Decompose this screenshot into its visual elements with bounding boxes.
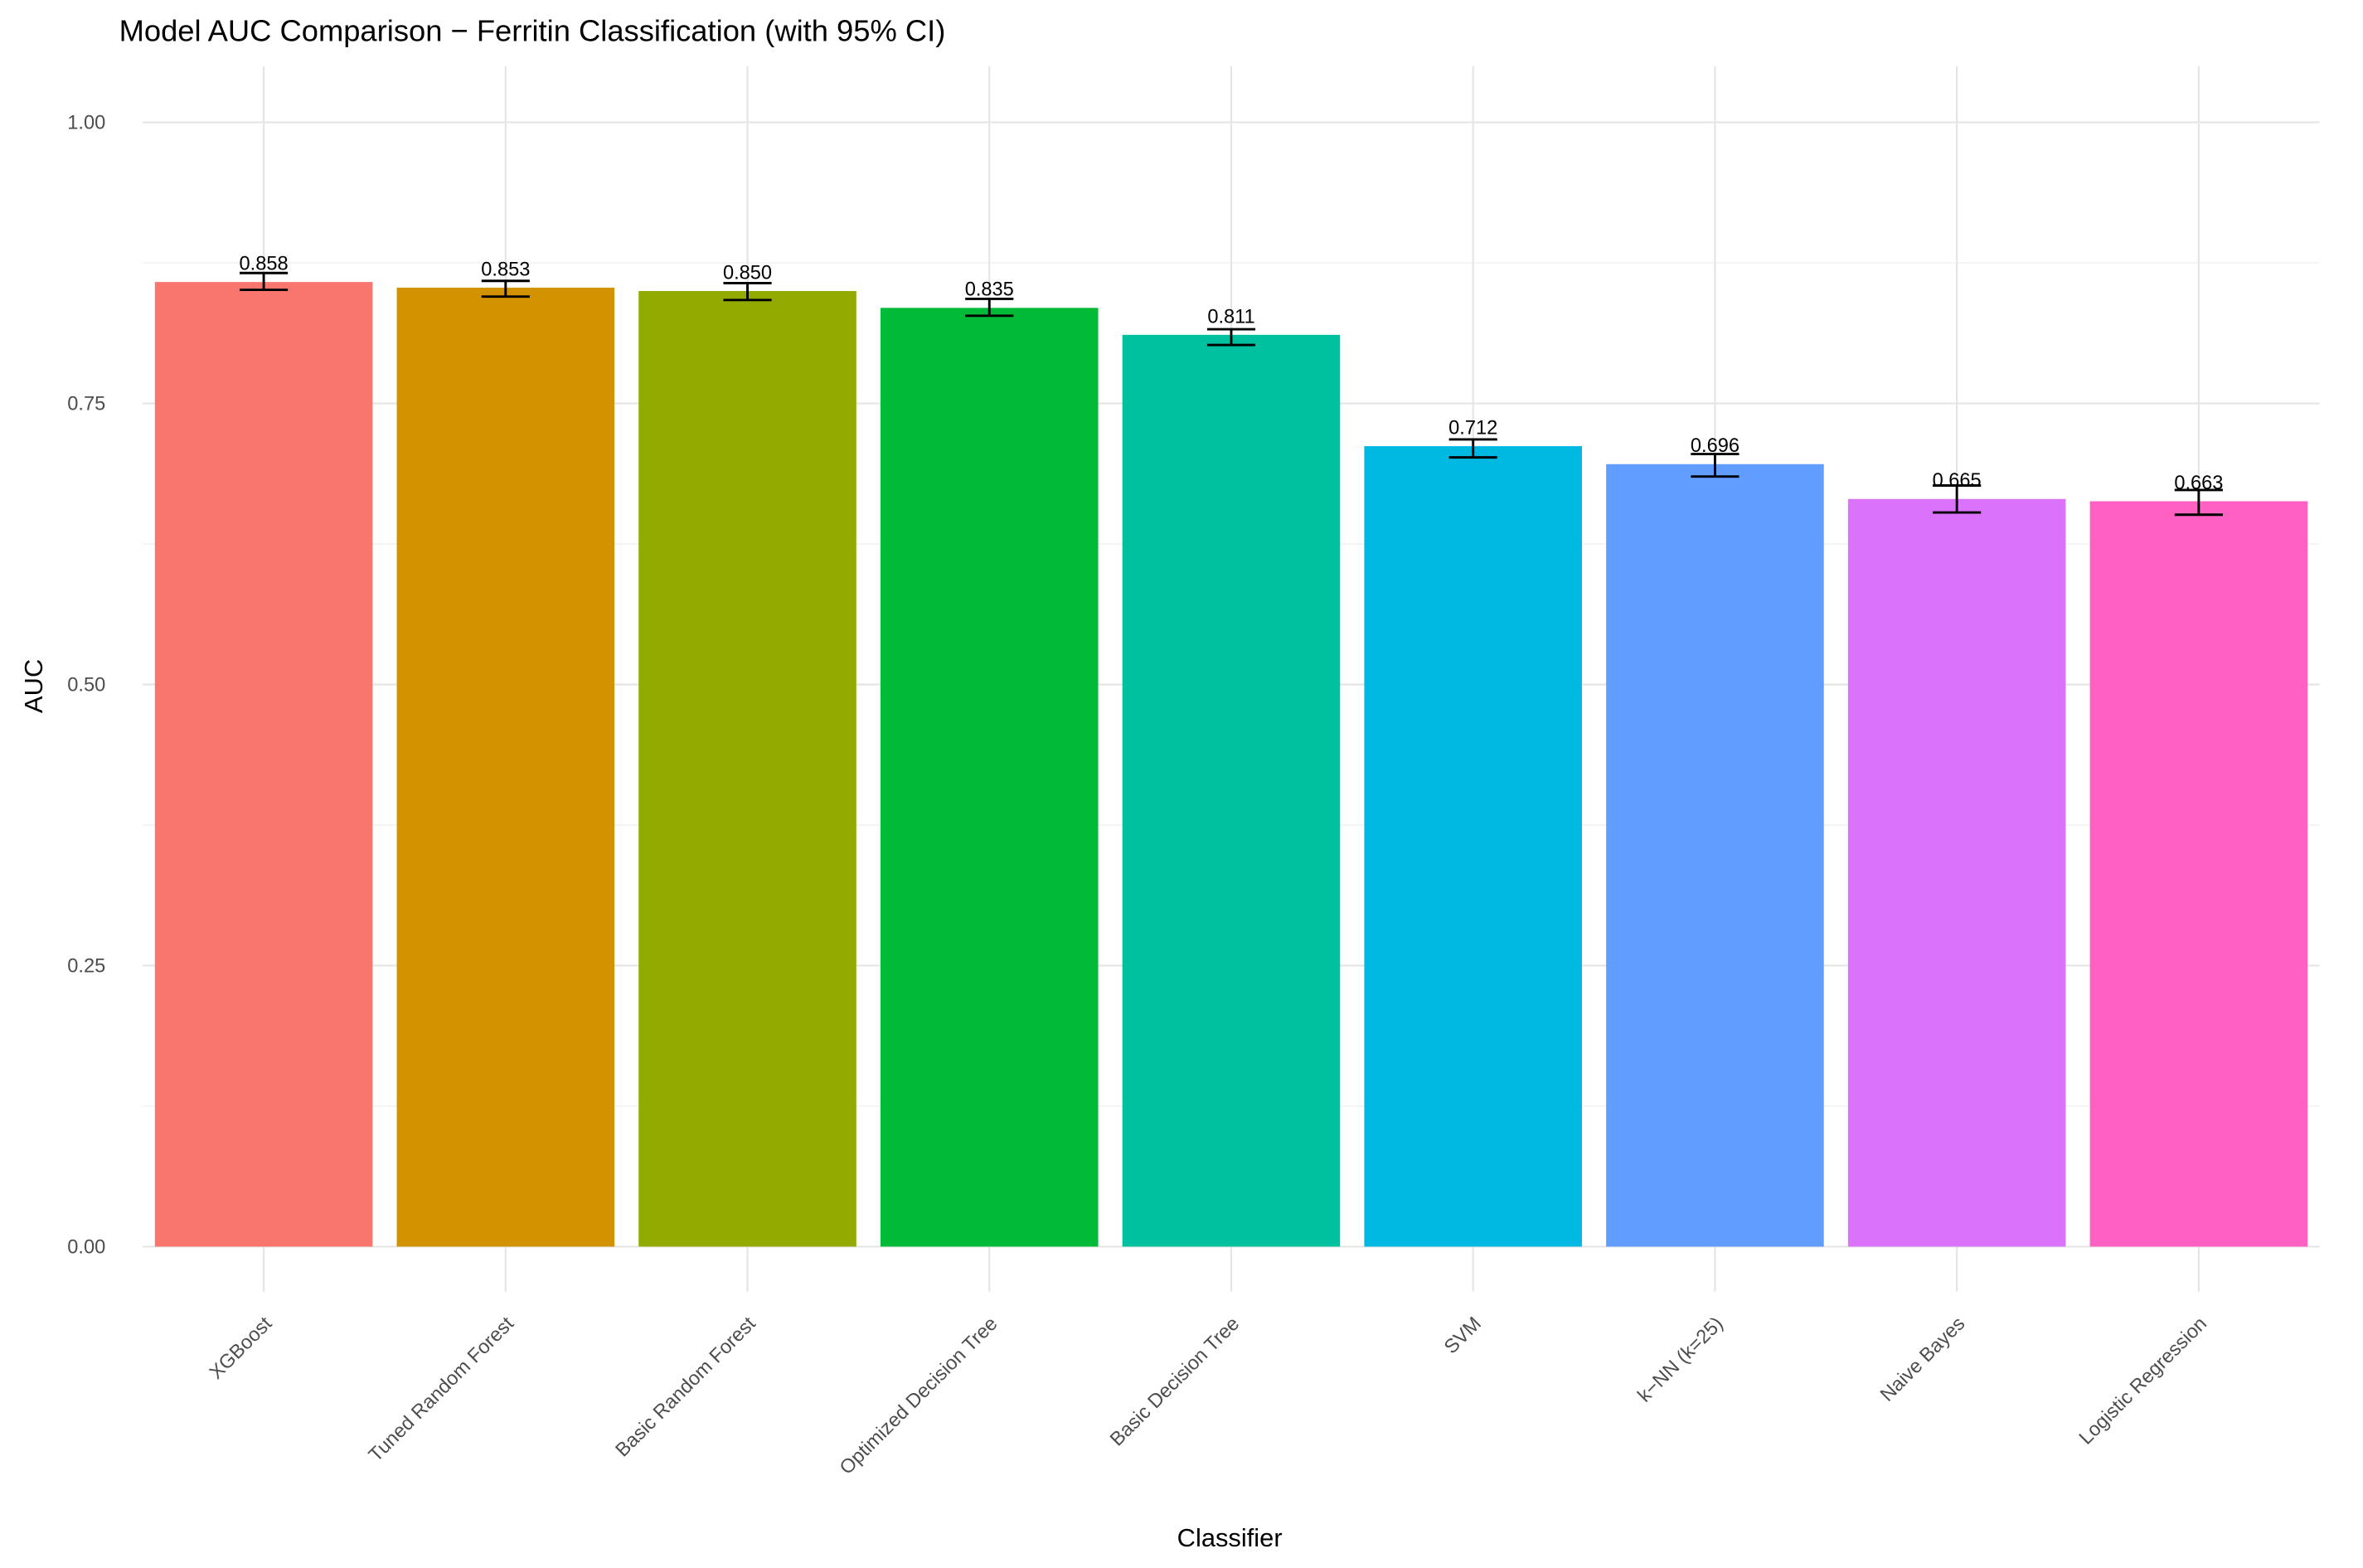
value-label: 0.665 — [1933, 470, 1982, 492]
error-bar — [1448, 438, 1497, 459]
y-tick-label: 0.50 — [67, 675, 105, 697]
x-tick-label: Tuned Random Forest — [365, 1313, 518, 1466]
value-label: 0.858 — [240, 254, 289, 275]
value-label: 0.835 — [965, 279, 1014, 301]
value-label: 0.853 — [481, 259, 530, 280]
y-tick-label: 0.75 — [67, 394, 105, 415]
error-bar — [1691, 453, 1739, 478]
x-tick-label: Logistic Regression — [2075, 1313, 2211, 1449]
x-tick-label: k−NN (k=25) — [1634, 1313, 1728, 1407]
y-tick-label: 0.00 — [67, 1237, 105, 1259]
bar — [638, 290, 856, 1247]
y-axis-title: AUC — [19, 659, 48, 713]
value-label: 0.696 — [1691, 435, 1739, 457]
y-tick-label: 0.25 — [67, 956, 105, 978]
value-label: 0.850 — [723, 262, 772, 284]
y-tick-label: 1.00 — [67, 113, 105, 134]
x-tick-label: SVM — [1440, 1313, 1486, 1359]
x-axis-title: Classifier — [1177, 1523, 1283, 1552]
error-bar — [723, 282, 772, 302]
x-tick-label: Naive Bayes — [1876, 1313, 1969, 1406]
value-label: 0.663 — [2174, 473, 2223, 494]
chart-title: Model AUC Comparison − Ferritin Classifi… — [119, 13, 946, 47]
x-tick-label: XGBoost — [206, 1313, 277, 1384]
value-label: 0.811 — [1207, 306, 1254, 328]
bar — [1847, 498, 2066, 1247]
x-tick-label: Optimized Decision Tree — [836, 1313, 1002, 1479]
bar — [880, 308, 1099, 1247]
x-tick-label: Basic Decision Tree — [1106, 1313, 1244, 1451]
bar — [1122, 334, 1341, 1247]
bar — [2089, 501, 2308, 1247]
error-bar — [239, 271, 289, 292]
error-bar — [481, 279, 530, 299]
bar — [396, 287, 615, 1247]
x-tick-label: Basic Random Forest — [612, 1313, 760, 1461]
error-bar — [2174, 488, 2223, 517]
error-bar — [1206, 328, 1256, 347]
error-bar — [965, 297, 1014, 318]
error-bar — [1933, 484, 1982, 514]
bar — [154, 282, 373, 1247]
bar — [1606, 464, 1824, 1247]
value-label: 0.712 — [1448, 418, 1497, 439]
bar — [1364, 446, 1582, 1247]
